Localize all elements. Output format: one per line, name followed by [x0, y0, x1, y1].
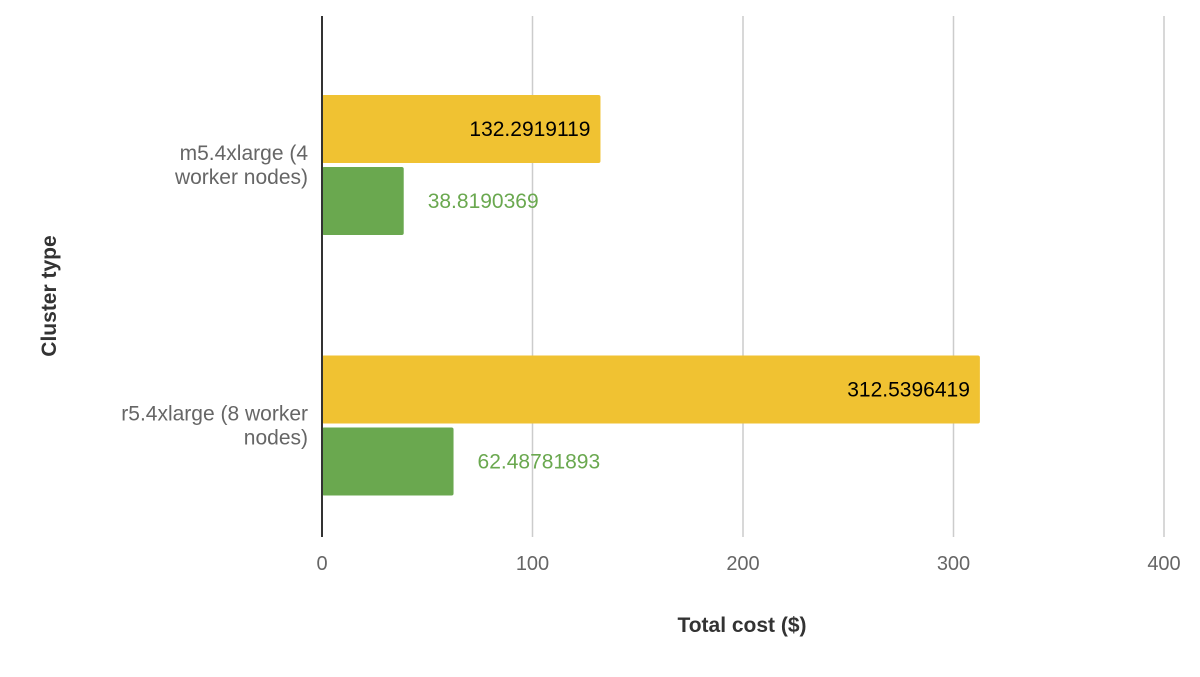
- y-axis-title: Cluster type: [38, 235, 61, 356]
- x-tick-label: 0: [316, 553, 327, 575]
- x-tick-label: 200: [726, 553, 759, 575]
- x-tick-label: 400: [1147, 553, 1180, 575]
- y-category-label: r5.4xlarge (8 worker: [121, 403, 308, 426]
- x-tick-label: 100: [516, 553, 549, 575]
- bar: [322, 427, 454, 496]
- data-label: 132.2919119: [469, 118, 590, 141]
- gridlines: [531, 16, 1165, 537]
- data-label: 62.48781893: [478, 451, 601, 474]
- bar: [322, 355, 980, 424]
- y-category-label: worker nodes): [174, 166, 308, 189]
- data-label: 38.8190369: [428, 190, 539, 213]
- bar: [322, 95, 601, 163]
- bars: [322, 95, 980, 496]
- x-axis-title: Total cost ($): [677, 614, 806, 637]
- data-labels: 132.2919119 38.8190369 312.5396419 62.48781…: [428, 118, 970, 474]
- y-category-label: nodes): [244, 427, 308, 450]
- y-category-label: m5.4xlarge (4: [180, 142, 309, 165]
- x-tick-label: 300: [937, 553, 970, 575]
- data-label: 312.5396419: [847, 379, 970, 402]
- bar: [322, 167, 404, 235]
